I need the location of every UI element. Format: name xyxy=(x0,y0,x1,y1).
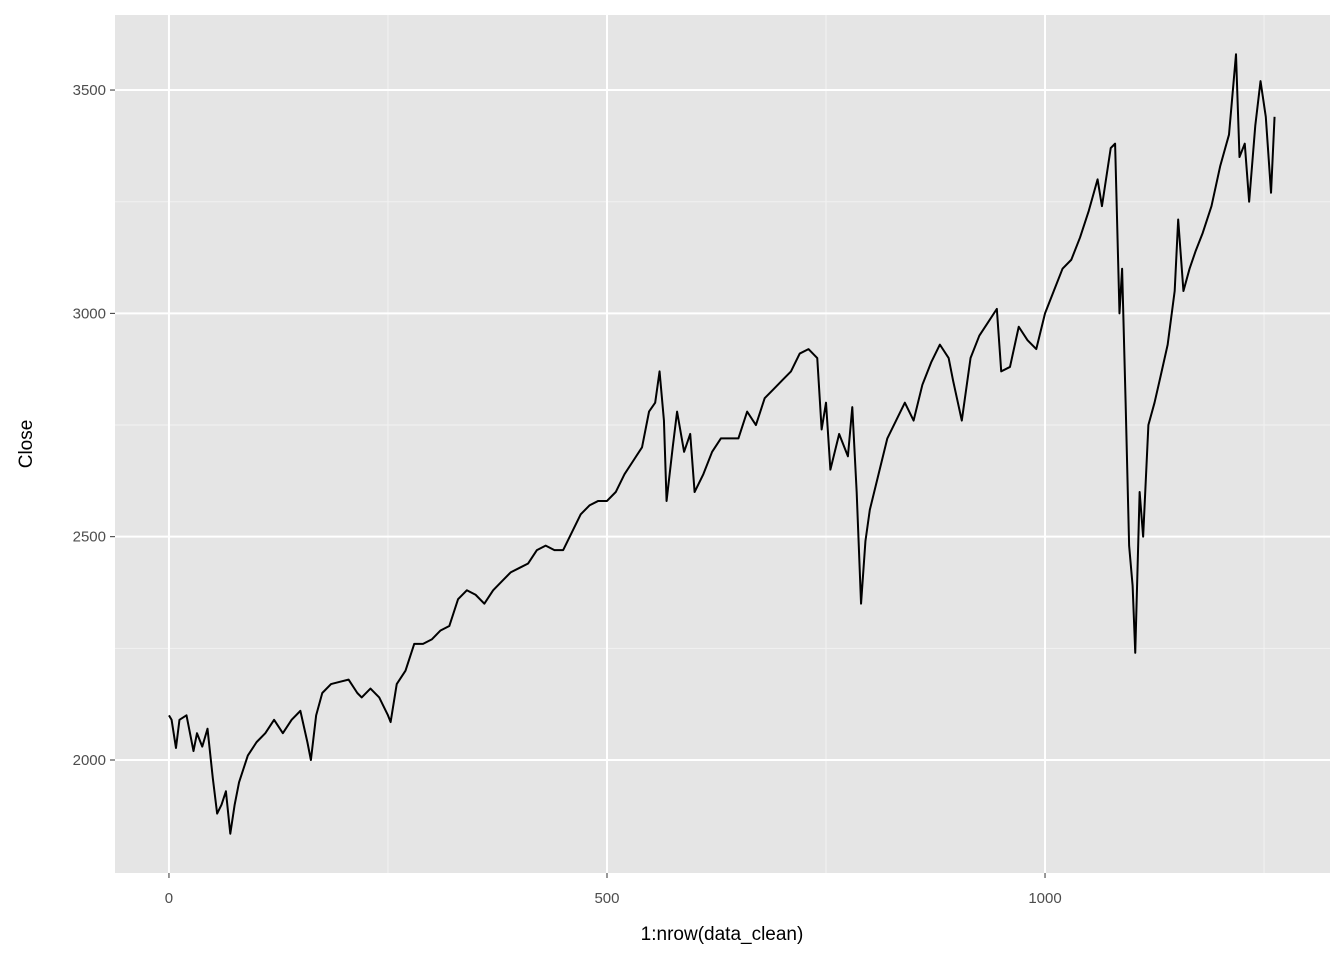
y-tick-label: 3500 xyxy=(73,82,106,99)
x-axis-title: 1:nrow(data_clean) xyxy=(641,924,804,945)
x-tick-label: 0 xyxy=(165,890,173,907)
y-axis-title: Close xyxy=(16,420,37,469)
y-tick-label: 2500 xyxy=(73,529,106,546)
x-tick-label: 1000 xyxy=(1028,890,1061,907)
y-tick-label: 2000 xyxy=(73,752,106,769)
line-series xyxy=(168,53,1276,835)
y-tick-label: 3000 xyxy=(73,305,106,322)
x-tick-label: 500 xyxy=(594,890,619,907)
